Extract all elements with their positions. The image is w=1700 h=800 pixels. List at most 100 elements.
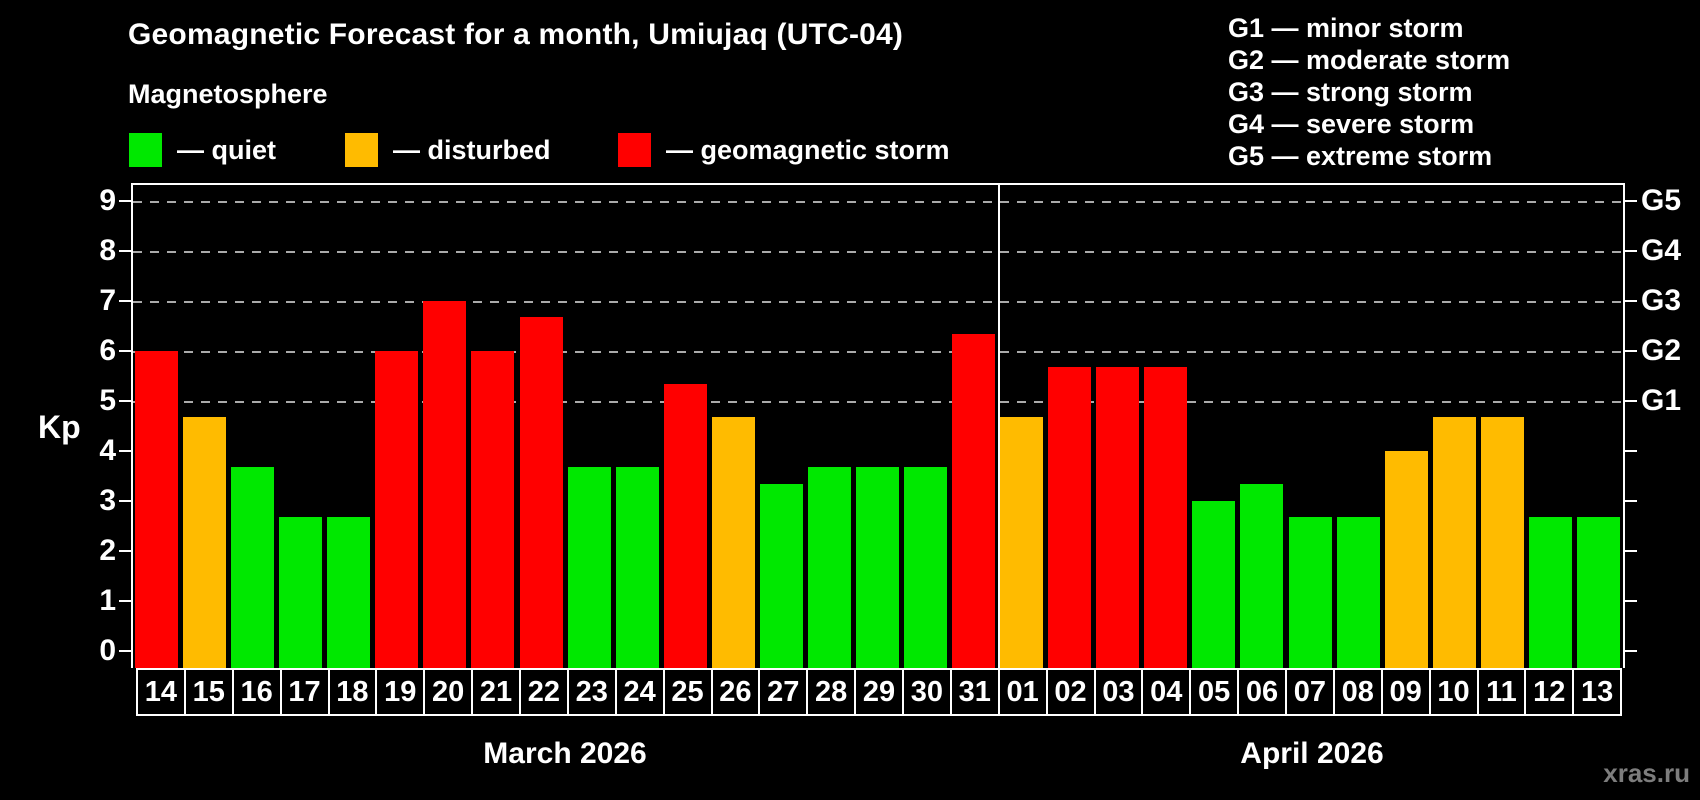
day-label-cell: 09 <box>1380 668 1431 716</box>
left-tick-kp5 <box>119 400 131 402</box>
kp-bar-apr-08 <box>1337 517 1380 668</box>
day-label-cell: 12 <box>1524 668 1575 716</box>
day-labels-row: 14 15 16 17 18 19 20 21 22 23 24 25 26 27 28 29 30 31 01 02… <box>136 668 1623 716</box>
day-label-cell: 17 <box>279 668 330 716</box>
day-label-cell: 23 <box>566 668 617 716</box>
day-label-cell: 30 <box>902 668 952 716</box>
legend-label-storm: — geomagnetic storm <box>666 134 950 165</box>
day-label-cell: 22 <box>519 668 569 716</box>
day-label-cell: 25 <box>662 668 713 716</box>
day-label-cell: 21 <box>471 668 521 716</box>
right-tick-kp7 <box>1625 300 1637 302</box>
y-tick-label-9: 9 <box>99 184 116 217</box>
g-tick-label-g1: G1 <box>1641 384 1682 417</box>
g-legend-line-g5: G5 — extreme storm <box>1228 141 1493 171</box>
g-tick-label-g2: G2 <box>1641 334 1682 367</box>
day-label-cell: 24 <box>614 668 665 716</box>
kp-bar-mar-29 <box>856 467 899 668</box>
left-tick-kp7 <box>119 300 131 302</box>
day-label-cell: 02 <box>1045 668 1096 716</box>
kp-bar-mar-19 <box>375 351 418 668</box>
day-label-cell: 16 <box>231 668 282 716</box>
kp-bar-mar-15 <box>183 417 226 668</box>
day-label-cell: 18 <box>327 668 378 716</box>
right-tick-kp9 <box>1625 200 1637 202</box>
right-tick-kp2 <box>1625 550 1637 552</box>
month-separator-line <box>998 185 1000 668</box>
kp-bar-mar-16 <box>231 467 274 668</box>
y-tick-label-5: 5 <box>99 384 116 417</box>
plot-area <box>131 183 1625 668</box>
y-tick-label-6: 6 <box>99 334 116 367</box>
kp-bar-apr-03 <box>1096 367 1139 668</box>
day-label-cell: 15 <box>183 668 234 716</box>
gridline-kp8 <box>133 251 1623 253</box>
y-axis-title: Kp <box>38 409 81 445</box>
gridline-kp9 <box>133 201 1623 203</box>
legend-item-disturbed: — disturbed <box>345 133 551 167</box>
y-tick-label-3: 3 <box>99 484 116 517</box>
watermark: xras.ru <box>1603 758 1690 788</box>
y-tick-label-4: 4 <box>99 434 116 467</box>
g-legend-line-g3: G3 — strong storm <box>1228 77 1473 107</box>
left-tick-kp6 <box>119 350 131 352</box>
left-tick-kp0 <box>119 650 131 652</box>
right-tick-kp1 <box>1625 600 1637 602</box>
kp-bar-apr-12 <box>1529 517 1572 668</box>
kp-bar-mar-22 <box>520 317 563 668</box>
kp-bar-mar-14 <box>135 351 178 668</box>
gridline-kp5 <box>133 401 1623 403</box>
page-title: Geomagnetic Forecast for a month, Umiuja… <box>128 18 904 51</box>
day-label-cell: 28 <box>806 668 857 716</box>
kp-bar-mar-20 <box>423 301 466 668</box>
day-label-cell: 03 <box>1093 668 1144 716</box>
kp-bar-mar-28 <box>808 467 851 668</box>
kp-bar-apr-06 <box>1240 484 1283 668</box>
y-tick-label-0: 0 <box>99 634 116 667</box>
kp-bar-mar-26 <box>712 417 755 668</box>
month-label-april: April 2026 <box>1240 737 1384 770</box>
left-tick-kp9 <box>119 200 131 202</box>
magnetosphere-subtitle: Magnetosphere <box>128 79 328 109</box>
day-label-cell: 26 <box>710 668 761 716</box>
kp-bar-apr-05 <box>1192 501 1235 668</box>
kp-bar-mar-31 <box>952 334 995 668</box>
day-label-cell: 10 <box>1428 668 1479 716</box>
kp-bar-mar-25 <box>664 384 707 668</box>
g-tick-label-g3: G3 <box>1641 284 1682 317</box>
g-tick-label-g4: G4 <box>1641 234 1682 267</box>
day-label-cell: 31 <box>949 668 1000 716</box>
legend-label-disturbed: — disturbed <box>393 134 551 165</box>
legend-item-storm: — geomagnetic storm <box>618 133 950 167</box>
legend-item-quiet: — quiet <box>129 133 276 167</box>
day-label-cell: 06 <box>1237 668 1287 716</box>
right-tick-kp8 <box>1625 250 1637 252</box>
y-tick-label-2: 2 <box>99 534 116 567</box>
g-scale-legend: G1 — minor storm G2 — moderate storm G3 … <box>1228 12 1510 172</box>
kp-bar-mar-21 <box>471 351 514 668</box>
kp-bar-apr-07 <box>1289 517 1332 668</box>
kp-bar-mar-27 <box>760 484 803 668</box>
kp-bar-apr-09 <box>1385 451 1428 668</box>
g-tick-label-g5: G5 <box>1641 184 1682 217</box>
day-label-cell: 01 <box>997 668 1048 716</box>
y-tick-label-1: 1 <box>99 584 116 617</box>
kp-bar-apr-13 <box>1577 517 1620 668</box>
day-label-cell: 08 <box>1332 668 1383 716</box>
g-legend-line-g1: G1 — minor storm <box>1228 13 1464 43</box>
month-label-march: March 2026 <box>483 737 647 770</box>
storm-color-swatch <box>618 133 651 167</box>
day-label-cell: 13 <box>1572 668 1623 716</box>
day-label-cell: 04 <box>1141 668 1192 716</box>
left-tick-kp4 <box>119 450 131 452</box>
right-tick-kp5 <box>1625 400 1637 402</box>
y-tick-label-8: 8 <box>99 234 116 267</box>
kp-bar-mar-18 <box>327 517 370 668</box>
kp-bar-mar-17 <box>279 517 322 668</box>
y-tick-label-7: 7 <box>99 284 116 317</box>
left-tick-kp3 <box>119 500 131 502</box>
left-tick-kp8 <box>119 250 131 252</box>
left-tick-kp2 <box>119 550 131 552</box>
kp-bar-mar-24 <box>616 467 659 668</box>
legend-label-quiet: — quiet <box>177 134 276 165</box>
